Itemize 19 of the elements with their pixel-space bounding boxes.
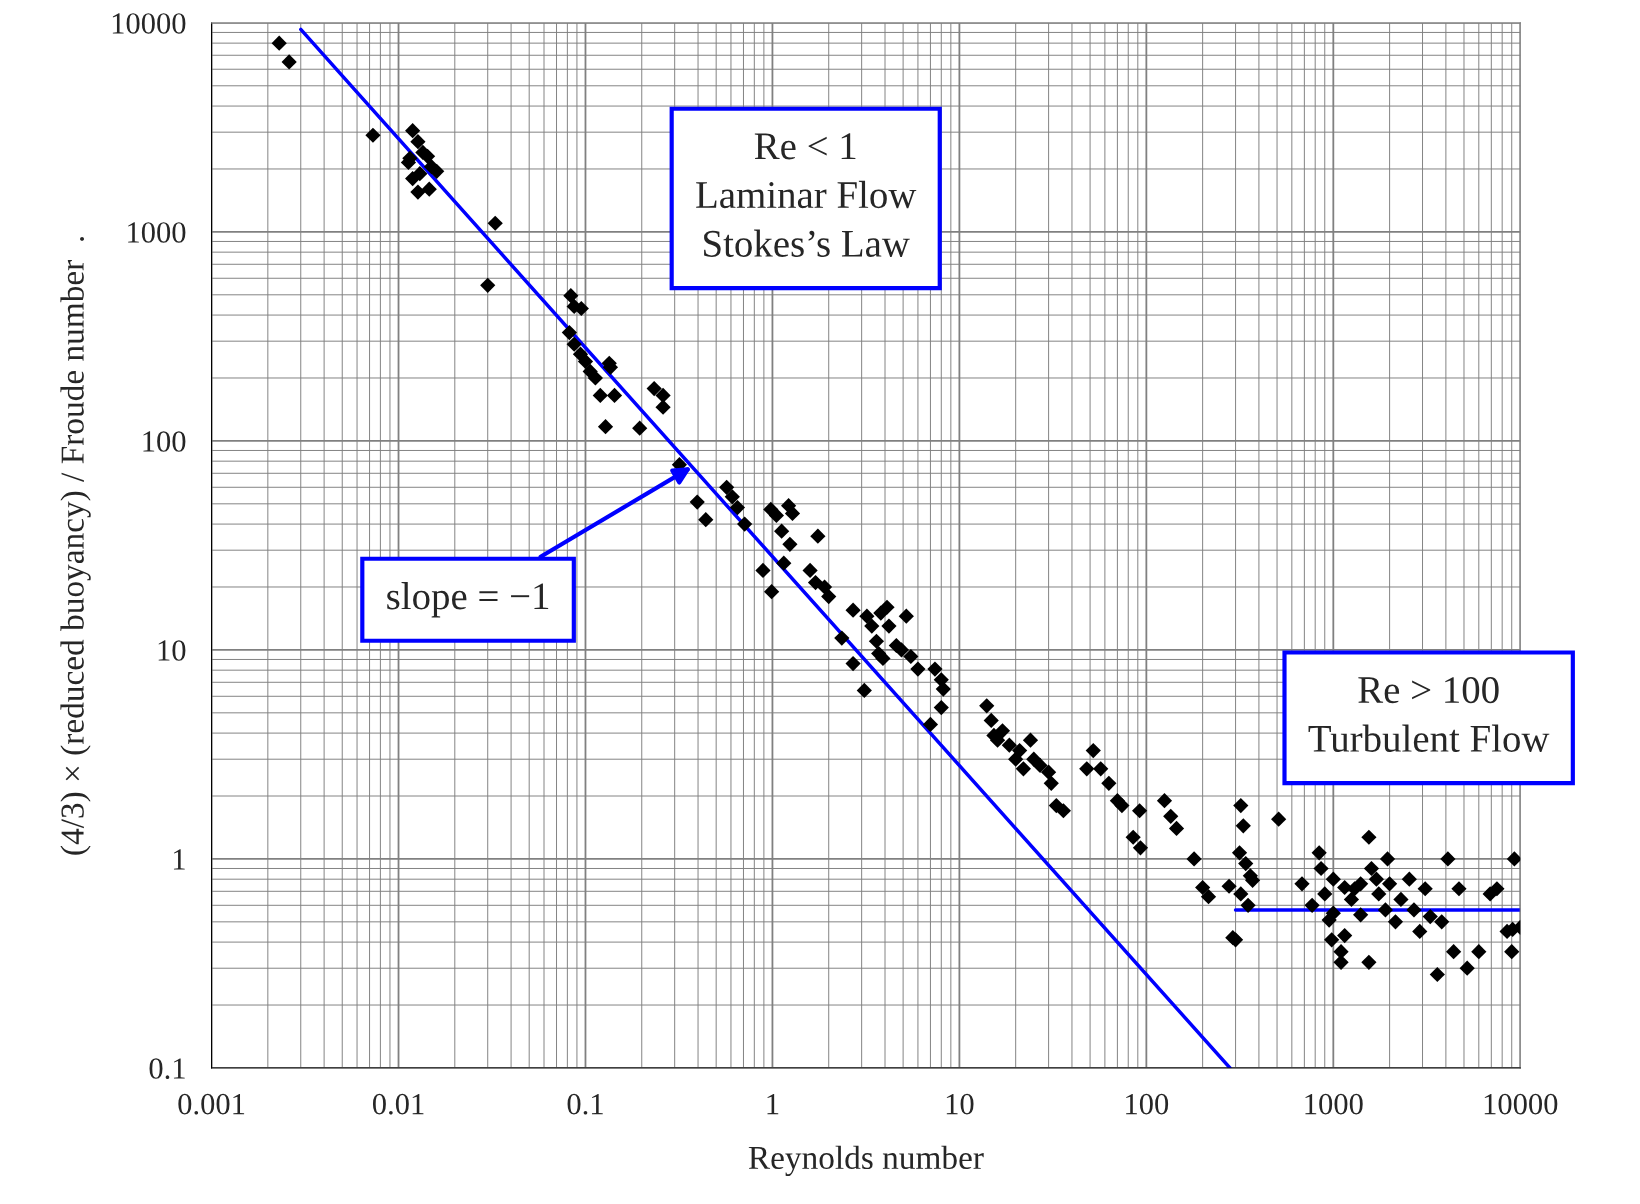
annotation: slope = −1 — [387, 582, 549, 618]
annotation: Re > 100 Turbulent Flow — [1308, 676, 1550, 752]
y-tick-label: 0.1 — [149, 1058, 185, 1079]
x-tick-label: 0.1 — [567, 1093, 603, 1115]
y-tick-label: 10 — [158, 640, 186, 661]
y-tick-label: 1 — [173, 849, 185, 870]
annotation: Re < 1 Laminar Flow Stokes’s Law — [696, 133, 917, 257]
x-axis-title: Reynolds number — [748, 1145, 984, 1176]
x-tick-label: 10 — [946, 1093, 974, 1115]
y-axis-title: (4/3) × (reduced buoyancy) / Froude number . — [60, 236, 91, 855]
x-tick-label: 0.01 — [372, 1093, 424, 1115]
x-tick-label: 10000 — [1484, 1093, 1558, 1115]
x-tick-label: 1000 — [1305, 1093, 1363, 1115]
x-tick-label: 100 — [1126, 1093, 1169, 1115]
x-tick-label: 0.001 — [178, 1093, 245, 1115]
x-tick-label: 1 — [767, 1093, 779, 1115]
y-tick-label: 1000 — [128, 222, 186, 243]
y-tick-label: 100 — [143, 431, 186, 452]
y-tick-label: 10000 — [112, 13, 186, 34]
